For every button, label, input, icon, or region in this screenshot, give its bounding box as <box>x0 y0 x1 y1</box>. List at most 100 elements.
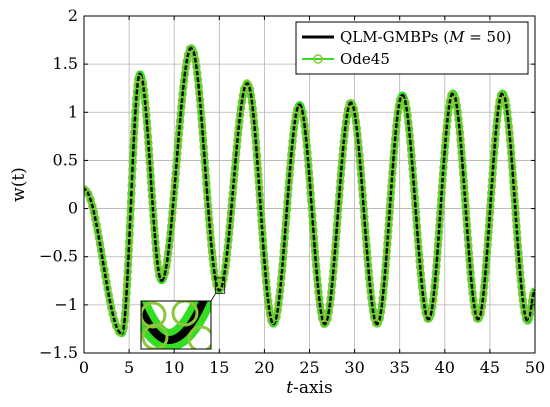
ode45-marker <box>138 79 148 88</box>
ode45-marker <box>383 233 393 242</box>
ode45-marker <box>444 103 454 112</box>
ode45-marker <box>495 97 504 106</box>
ode45-marker <box>488 169 497 178</box>
inset-plot <box>141 301 211 349</box>
ode45-marker <box>166 228 175 238</box>
ode45-marker <box>528 290 535 300</box>
ode45-marker <box>262 284 272 293</box>
y-tick-labels: −1.5 −1 −0.5 0 0.5 1 1.5 2 <box>39 6 78 362</box>
ode45-marker <box>126 213 135 223</box>
ode45-marker <box>365 280 375 290</box>
x-tick-label: 35 <box>390 358 410 377</box>
x-tick-labels: 0 5 10 15 20 25 30 35 40 45 50 <box>79 358 545 377</box>
ode45-marker <box>483 234 493 243</box>
ode45-marker <box>151 245 161 254</box>
ode45-marker <box>230 170 239 179</box>
ode45-marker <box>122 280 132 290</box>
ode45-marker <box>185 44 195 54</box>
ode45-marker <box>462 220 472 230</box>
ode45-marker <box>253 164 263 174</box>
inset-marker <box>171 301 199 327</box>
ode45-marker <box>387 182 396 191</box>
ode45-marker <box>105 297 115 306</box>
ode45-marker <box>182 56 191 66</box>
x-tick-label: 50 <box>525 358 545 377</box>
ode45-marker <box>385 201 395 210</box>
ode45-marker <box>511 209 520 218</box>
ode45-marker <box>207 241 216 250</box>
ode45-marker <box>124 237 134 247</box>
ode45-marker <box>376 307 386 316</box>
ode45-marker <box>492 116 502 125</box>
ode45-marker <box>433 240 443 250</box>
ode45-marker <box>437 182 447 191</box>
ode45-marker <box>442 122 452 131</box>
ode45-marker <box>208 254 217 263</box>
ode45-marker <box>245 85 255 94</box>
ode45-marker <box>339 137 349 146</box>
ode45-marker <box>263 296 273 306</box>
ode45-marker <box>415 256 424 265</box>
ode45-marker <box>341 118 351 127</box>
zoom-inset <box>140 277 226 350</box>
ode45-marker <box>273 305 282 315</box>
ode45-marker <box>510 202 520 212</box>
x-tick-label: 30 <box>344 358 364 377</box>
ode45-marker <box>289 130 298 139</box>
legend-box <box>295 21 529 75</box>
x-tick-label: 10 <box>164 358 184 377</box>
ode45-marker <box>505 135 515 145</box>
ode45-marker <box>246 91 256 100</box>
ode45-marker <box>492 122 501 131</box>
ode45-marker <box>89 208 99 217</box>
series-qlm-line <box>84 46 535 335</box>
ode45-marker <box>459 176 468 186</box>
ode45-marker <box>144 138 153 147</box>
ode45-marker <box>520 308 529 317</box>
ode45-marker <box>380 273 389 283</box>
ode45-marker <box>351 117 361 126</box>
ode45-marker <box>149 211 158 220</box>
ode45-marker <box>510 190 519 199</box>
ode45-marker <box>462 214 471 224</box>
ode45-marker <box>461 208 471 217</box>
ode45-marker <box>459 182 469 192</box>
ode45-marker <box>441 135 450 144</box>
ode45-marker <box>437 188 446 198</box>
ode45-marker <box>443 109 453 119</box>
ode45-marker <box>227 195 237 204</box>
x-tick-label: 0 <box>79 358 89 377</box>
ode45-marker <box>194 82 203 91</box>
ode45-marker <box>236 104 246 113</box>
ode45-marker <box>101 271 110 281</box>
ode45-marker <box>383 227 393 236</box>
ode45-marker <box>95 239 105 249</box>
ode45-marker <box>487 188 496 198</box>
ode45-marker <box>153 264 163 274</box>
ode45-marker <box>343 105 353 114</box>
y-tick-label: 2 <box>68 6 78 25</box>
legend-marker-ode45 <box>313 54 323 64</box>
ode45-marker <box>456 135 465 144</box>
ode45-marker <box>383 239 392 248</box>
ode45-marker <box>369 312 379 322</box>
ode45-marker <box>250 124 259 134</box>
ode45-marker <box>289 124 299 133</box>
x-tick-label: 40 <box>435 358 455 377</box>
ode45-marker <box>148 198 157 208</box>
zoom-connector <box>210 293 217 302</box>
ode45-marker <box>434 228 444 237</box>
y-tick-label: 1.5 <box>53 54 78 73</box>
tick-marks <box>83 15 536 354</box>
ode45-marker <box>260 263 270 273</box>
x-axis-label: t-axis <box>286 378 332 398</box>
ode45-marker <box>175 122 184 132</box>
ode45-marker <box>316 307 326 316</box>
ode45-marker <box>478 295 488 305</box>
ode45-marker <box>235 116 244 126</box>
ode45-marker <box>209 260 218 270</box>
ode45-marker <box>125 221 135 231</box>
ode45-marker <box>254 171 263 180</box>
ode45-marker <box>169 188 179 198</box>
ode45-marker <box>217 280 227 290</box>
